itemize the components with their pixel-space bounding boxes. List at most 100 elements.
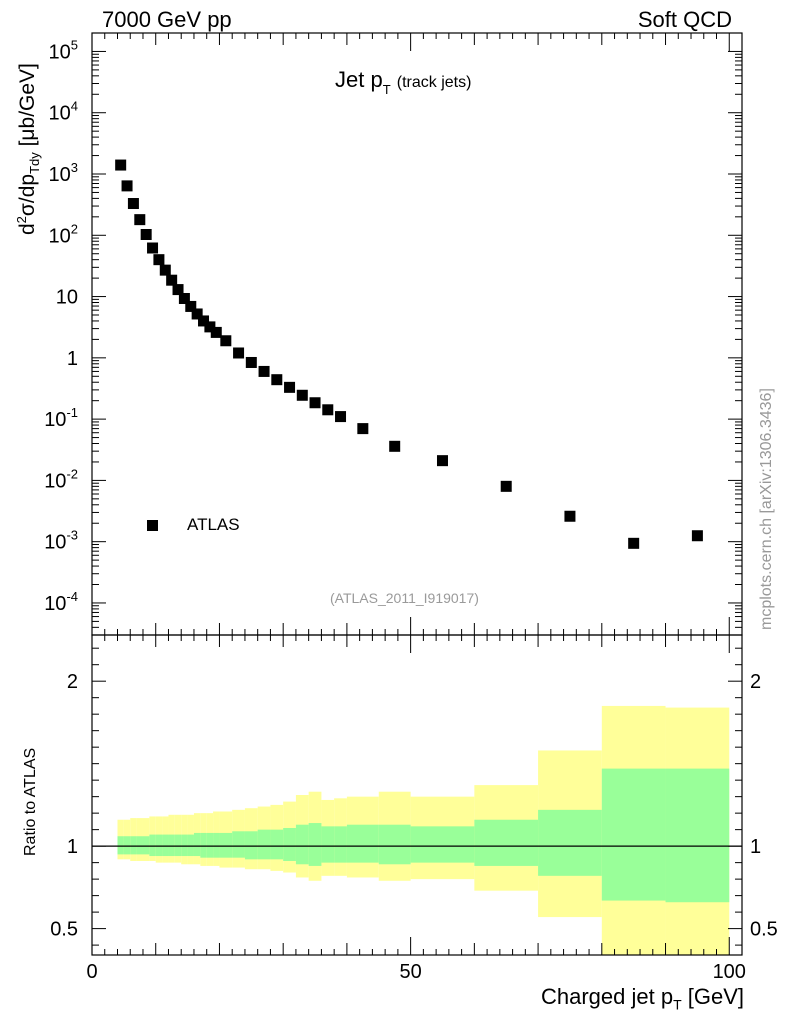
analysis-id: (ATLAS_2011_I919017) [330,590,479,606]
y-tick-label: 104 [49,99,78,125]
stat-uncertainty-band-4 [142,836,150,855]
y-tick-label: 10-3 [44,528,78,554]
data-point-atlas [220,335,232,347]
stat-uncertainty-band-11 [187,834,194,857]
data-point-atlas [284,381,296,393]
stat-uncertainty-band-12 [193,832,201,857]
x-axis-label: Charged jet pT [GeV] [541,984,744,1012]
ratio-y-tick-label-right: 1 [750,836,761,858]
data-point-atlas [335,411,347,423]
data-point-atlas [198,315,210,327]
ratio-y-tick-label-left: 2 [67,671,78,693]
stat-uncertainty-band-22 [295,824,309,865]
stat-uncertainty-band-18 [244,831,258,860]
data-point-atlas [159,264,171,276]
data-point-atlas [271,374,283,386]
y-tick-label: 10-1 [44,405,78,431]
data-point-atlas [233,347,245,359]
data-point-atlas [121,180,133,192]
plot-title-subscript: T [382,82,391,97]
data-point-atlas [153,254,165,266]
data-point-atlas [258,365,270,377]
legend-label-atlas: ATLAS [187,515,240,534]
stat-uncertainty-band-27 [378,824,411,865]
y-axis-label-ratio: Ratio to ATLAS [22,747,39,856]
xlabel-main: Charged jet p [540,984,674,1009]
stat-uncertainty-band-8 [168,834,175,857]
data-point-atlas [147,242,159,254]
ratio-y-tick-label-left: 1 [67,836,78,858]
data-point-atlas [140,228,152,240]
stat-uncertainty-band-13 [200,832,207,858]
data-point-atlas [245,356,257,368]
data-point-atlas [115,159,127,171]
data-point-atlas [210,326,222,338]
ratio-y-tick-label-right: 0.5 [750,919,778,941]
stat-uncertainty-band-32 [665,768,730,903]
data-point-atlas [134,214,146,226]
process-label: Soft QCD [637,7,732,32]
data-point-atlas [322,404,334,416]
stat-uncertainty-band-20 [270,829,284,860]
data-point-atlas [628,537,640,549]
stat-uncertainty-band-30 [538,809,602,876]
y-tick-label: 102 [49,221,78,247]
plot-title-main: Jet p [335,67,383,92]
stat-uncertainty-band-16 [219,832,233,858]
stat-uncertainty-band-6 [155,834,163,857]
ratio-y-tick-label-right: 2 [750,671,761,693]
x-tick-label: 100 [713,961,746,983]
data-point-atlas [389,440,401,452]
x-tick-label: 0 [86,961,97,983]
stat-uncertainty-band-7 [162,834,169,857]
data-point-atlas [691,530,703,542]
stat-uncertainty-band-28 [410,826,475,863]
stat-uncertainty-band-10 [181,834,188,857]
stat-uncertainty-band-17 [232,831,245,858]
stat-uncertainty-band-5 [149,834,156,857]
main-panel-frame [91,32,743,636]
data-point-atlas [185,300,197,312]
stat-uncertainty-band-14 [206,832,214,858]
plot-title: Jet pT (track jets) [335,67,472,97]
stat-uncertainty-band-15 [213,832,220,858]
y-axis-label-main: d2σ/dpTdy [μb/GeV] [14,63,42,235]
y-tick-label: 105 [49,37,78,63]
data-point-atlas [204,321,216,333]
stat-uncertainty-band-23 [308,823,322,866]
y-tick-label: 10-4 [44,589,78,615]
data-point-atlas [178,292,190,304]
y-tick-label: 10 [56,287,78,309]
data-point-atlas [166,274,178,286]
data-point-atlas [296,389,308,401]
watermark: mcplots.cern.ch [arXiv:1306.3436] [758,388,775,630]
data-point-atlas [309,397,321,409]
y-tick-label: 1 [67,348,78,370]
ylabel-sup: 2 [14,216,29,224]
xlabel-sub: T [673,996,682,1013]
data-point-atlas [191,308,203,320]
stat-uncertainty-band-0 [117,836,124,855]
stat-uncertainty-band-19 [257,829,271,860]
stat-uncertainty-band-21 [283,827,296,861]
ratio-panel-frame [91,634,743,956]
ylabel-suffix: [μb/GeV] [16,63,39,153]
stat-uncertainty-band-3 [136,836,143,855]
stat-uncertainty-band-25 [334,826,347,863]
data-point-atlas [436,455,448,467]
plot-title-note: (track jets) [396,74,472,91]
ylabel-sub: Tdy [27,152,43,174]
stat-uncertainty-band-9 [174,834,182,857]
data-point-atlas [500,480,512,492]
data-point-atlas [357,423,369,435]
x-tick-label: 50 [400,961,422,983]
xlabel-suffix: [GeV] [681,984,744,1009]
data-point-atlas [564,510,576,522]
data-point-atlas [172,284,184,296]
y-tick-label: 103 [49,160,78,186]
stat-uncertainty-band-2 [130,836,137,855]
stat-uncertainty-band-26 [346,824,379,863]
legend-marker-atlas [147,520,158,531]
